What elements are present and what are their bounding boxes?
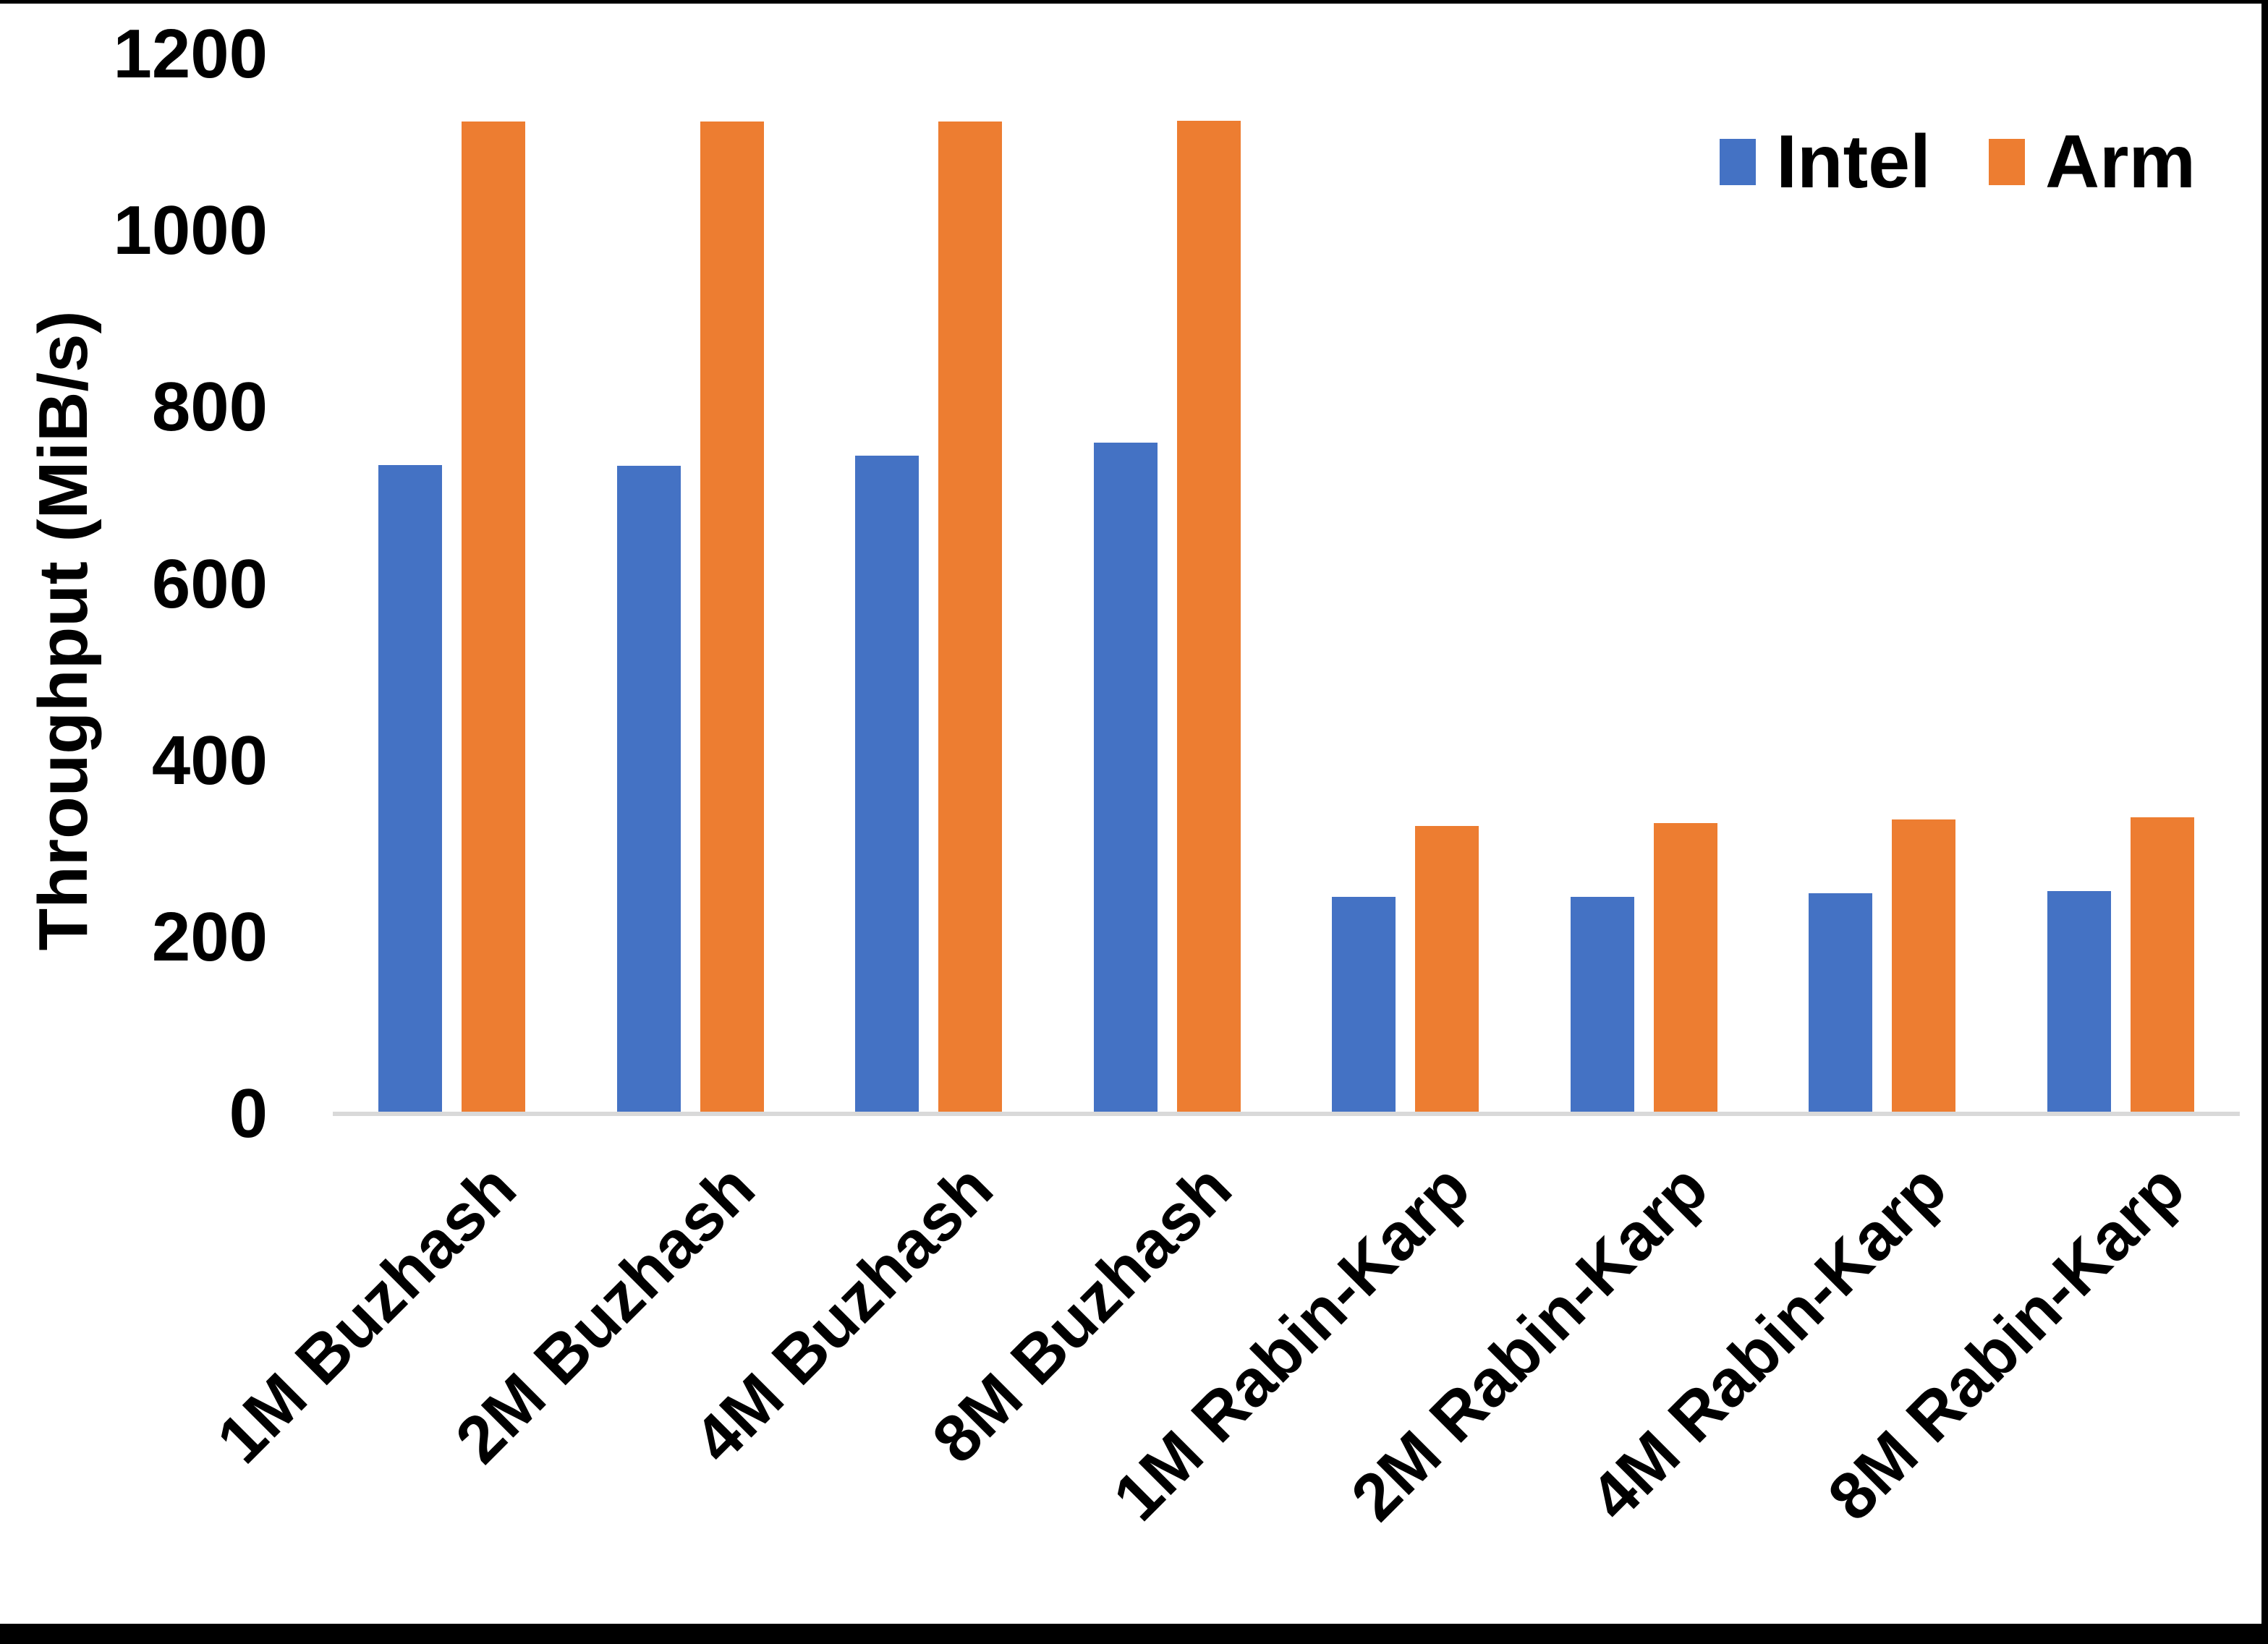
y-tick-label-0: 0 [229, 1075, 268, 1152]
bar-intel-8m-rabin-karp [2047, 891, 2111, 1114]
frame-border-bottom [0, 1624, 2268, 1644]
y-tick-label-800: 800 [151, 368, 268, 446]
legend-swatch-arm [1988, 139, 2025, 185]
bar-intel-8m-buzhash [1093, 443, 1158, 1114]
bar-arm-2m-rabin-karp [1653, 823, 1717, 1114]
bar-arm-8m-rabin-karp [2130, 817, 2194, 1114]
bar-arm-1m-rabin-karp [1415, 826, 1479, 1114]
y-tick-label-1200: 1200 [113, 15, 268, 93]
y-tick-label-1000: 1000 [113, 192, 268, 270]
bar-arm-4m-rabin-karp [1892, 819, 1956, 1114]
legend: Intel Arm [1720, 124, 2196, 200]
bar-intel-4m-buzhash [855, 456, 919, 1114]
y-tick-label-400: 400 [151, 721, 268, 799]
bar-arm-4m-buzhash [938, 121, 1003, 1114]
legend-label-intel: Intel [1776, 120, 1931, 204]
legend-entry-intel: Intel [1720, 124, 1931, 200]
legend-swatch-intel [1720, 139, 1757, 185]
frame-border-right [2261, 0, 2268, 1644]
bar-arm-2m-buzhash [700, 121, 764, 1114]
frame-border-top [0, 0, 2268, 4]
bar-intel-4m-rabin-karp [1809, 893, 1873, 1114]
bar-intel-1m-buzhash [378, 464, 443, 1114]
legend-label-arm: Arm [2044, 120, 2196, 204]
bar-intel-2m-rabin-karp [1570, 896, 1634, 1114]
bar-intel-2m-buzhash [616, 465, 681, 1114]
bar-arm-1m-buzhash [462, 121, 526, 1114]
legend-entry-arm: Arm [1988, 120, 2196, 204]
bar-arm-8m-buzhash [1176, 120, 1241, 1114]
bar-intel-1m-rabin-karp [1332, 896, 1396, 1114]
x-axis-line [333, 1112, 2240, 1116]
y-tick-label-200: 200 [151, 898, 268, 976]
y-tick-label-600: 600 [151, 545, 268, 623]
